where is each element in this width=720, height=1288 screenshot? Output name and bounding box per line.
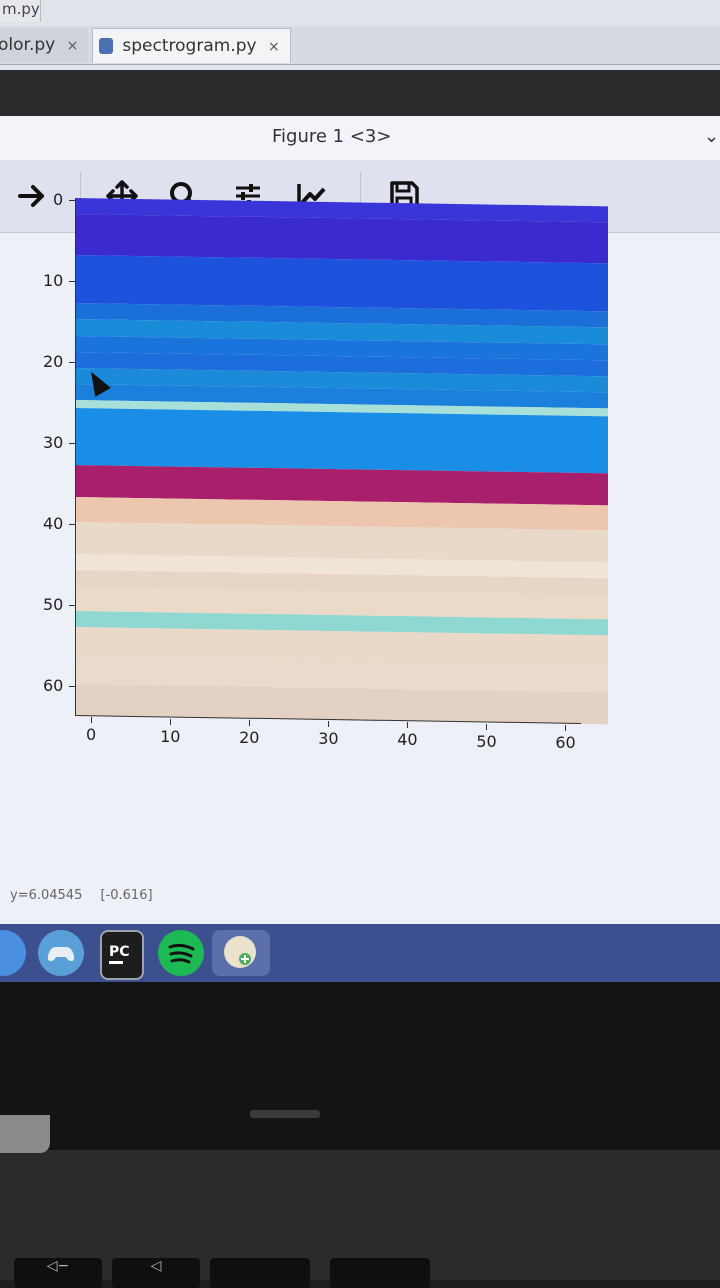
status-y: y=6.04545 — [10, 888, 83, 903]
x-tick-label: 60 — [555, 732, 576, 752]
tab-label: spectrogram.py — [122, 36, 257, 56]
close-icon[interactable]: × — [267, 39, 280, 55]
x-tick-label: 20 — [239, 727, 260, 747]
heatmap-row — [75, 254, 608, 312]
x-tick-mark — [565, 724, 567, 731]
laptop-hinge — [250, 1110, 320, 1118]
status-readout: y=6.04545 [-0.616] — [10, 888, 167, 903]
game-controller-icon[interactable] — [38, 930, 84, 976]
x-tick-mark — [486, 723, 488, 730]
x-tick-mark — [328, 721, 330, 728]
svg-text:PC: PC — [109, 944, 130, 960]
y-tick-label: 20 — [43, 351, 64, 371]
x-tick-label: 50 — [476, 731, 497, 751]
x-tick-label: 30 — [318, 729, 339, 749]
figure-title: Figure 1 <3> — [272, 126, 392, 147]
y-tick-label: 10 — [43, 270, 64, 290]
volume-key: ◁ — [112, 1258, 200, 1288]
x-tick-mark — [249, 719, 251, 726]
close-icon[interactable]: × — [66, 38, 79, 54]
toolbar-separator — [360, 172, 361, 218]
breadcrumb[interactable]: m.py — [0, 0, 41, 22]
x-tick-label: 40 — [397, 730, 418, 750]
pycharm-icon[interactable]: PC — [100, 930, 144, 980]
heatmap-row — [75, 408, 608, 474]
chrome-icon[interactable] — [0, 930, 26, 976]
y-tick-mark — [69, 280, 75, 282]
tab-spectrogram-py[interactable]: spectrogram.py × — [92, 28, 291, 63]
x-tick-mark — [91, 717, 92, 724]
y-tick-mark — [69, 604, 75, 606]
x-tick-label: 0 — [86, 725, 97, 745]
tab-label: olor.py — [0, 35, 56, 55]
y-tick-mark — [69, 523, 75, 525]
y-tick-label: 50 — [43, 594, 64, 614]
ide-header: m.py olor.py × spectrogram.py × — [0, 0, 720, 70]
volume-down-key: ◁− — [14, 1258, 102, 1288]
ide-dark-strip — [0, 70, 720, 116]
y-tick-mark — [69, 361, 75, 363]
keyboard-key — [330, 1258, 430, 1288]
keyboard-key — [210, 1258, 310, 1288]
y-tick-label: 30 — [43, 432, 64, 452]
toolbar-separator — [80, 172, 81, 218]
x-tick-mark — [407, 722, 409, 729]
y-tick-label: 60 — [43, 675, 64, 695]
python-file-icon — [99, 38, 113, 54]
x-tick-mark — [170, 718, 172, 725]
y-tick-mark — [69, 200, 75, 201]
y-axis-line — [75, 198, 76, 716]
python-installer-icon[interactable] — [212, 930, 270, 976]
y-tick-label: 40 — [43, 513, 64, 533]
forward-arrow-icon[interactable] — [14, 178, 50, 214]
laptop-bezel — [0, 982, 720, 1152]
chevron-down-icon[interactable]: ⌄ — [704, 126, 720, 147]
spectrogram-heatmap[interactable] — [75, 198, 608, 725]
y-tick-mark — [69, 685, 75, 687]
y-tick-label: 0 — [53, 190, 64, 209]
editor-tabbar: olor.py × spectrogram.py × — [0, 26, 720, 65]
figure-titlebar: Figure 1 <3> ⌄ — [0, 116, 720, 161]
y-tick-mark — [69, 442, 75, 444]
hinge-clip — [0, 1115, 50, 1153]
status-value: [-0.616] — [100, 888, 153, 903]
tab-color-py[interactable]: olor.py × — [0, 28, 89, 62]
taskbar: PC — [0, 924, 720, 982]
spotify-icon[interactable] — [158, 930, 204, 976]
x-tick-label: 10 — [160, 726, 181, 746]
